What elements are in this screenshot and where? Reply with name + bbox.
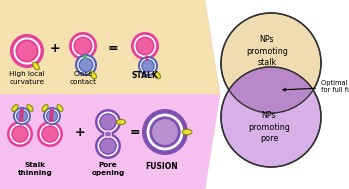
Ellipse shape bbox=[33, 62, 39, 70]
Polygon shape bbox=[145, 55, 149, 62]
Circle shape bbox=[138, 56, 158, 76]
Text: Stalk
thinning: Stalk thinning bbox=[18, 162, 52, 176]
Circle shape bbox=[141, 59, 155, 73]
Circle shape bbox=[142, 109, 188, 155]
Polygon shape bbox=[0, 0, 220, 189]
Circle shape bbox=[74, 36, 92, 56]
Circle shape bbox=[221, 67, 321, 167]
Circle shape bbox=[16, 110, 28, 122]
Ellipse shape bbox=[12, 105, 18, 111]
Circle shape bbox=[80, 59, 92, 71]
Ellipse shape bbox=[90, 71, 96, 79]
Circle shape bbox=[47, 111, 57, 121]
Circle shape bbox=[137, 38, 153, 54]
Circle shape bbox=[13, 127, 27, 141]
Circle shape bbox=[99, 137, 117, 155]
Ellipse shape bbox=[105, 132, 111, 136]
Circle shape bbox=[101, 139, 115, 153]
Polygon shape bbox=[229, 67, 313, 113]
Ellipse shape bbox=[42, 105, 48, 111]
Polygon shape bbox=[0, 94, 220, 189]
Circle shape bbox=[75, 38, 91, 54]
Text: =: = bbox=[130, 125, 140, 139]
Circle shape bbox=[13, 107, 31, 125]
Circle shape bbox=[142, 60, 154, 72]
Circle shape bbox=[13, 37, 40, 65]
Circle shape bbox=[10, 124, 30, 144]
Circle shape bbox=[11, 125, 29, 143]
Circle shape bbox=[101, 115, 115, 129]
Text: +: + bbox=[50, 43, 60, 56]
Circle shape bbox=[17, 41, 37, 60]
Circle shape bbox=[95, 109, 121, 135]
Circle shape bbox=[39, 124, 60, 144]
Circle shape bbox=[69, 32, 97, 60]
Circle shape bbox=[10, 34, 44, 68]
Circle shape bbox=[135, 36, 155, 56]
Circle shape bbox=[104, 130, 112, 138]
Text: Pore
opening: Pore opening bbox=[91, 162, 125, 176]
Polygon shape bbox=[0, 0, 220, 189]
Circle shape bbox=[131, 32, 159, 60]
Polygon shape bbox=[0, 0, 220, 94]
Circle shape bbox=[95, 133, 121, 159]
Circle shape bbox=[98, 136, 118, 156]
Circle shape bbox=[43, 107, 61, 125]
Ellipse shape bbox=[182, 129, 192, 135]
Circle shape bbox=[152, 119, 178, 145]
Circle shape bbox=[149, 116, 181, 148]
Text: NPs
promoting
stalk: NPs promoting stalk bbox=[246, 35, 288, 67]
Text: FUSION: FUSION bbox=[146, 162, 178, 171]
Circle shape bbox=[98, 112, 118, 132]
Polygon shape bbox=[49, 109, 54, 122]
Circle shape bbox=[41, 125, 59, 143]
Circle shape bbox=[72, 35, 94, 57]
Circle shape bbox=[77, 56, 95, 74]
Text: Close
contact: Close contact bbox=[69, 71, 97, 84]
Circle shape bbox=[140, 58, 156, 74]
Text: =: = bbox=[108, 43, 118, 56]
Circle shape bbox=[15, 40, 38, 63]
Circle shape bbox=[221, 13, 321, 113]
Circle shape bbox=[147, 114, 184, 150]
Ellipse shape bbox=[106, 133, 110, 135]
Text: NPs
promoting
pore: NPs promoting pore bbox=[248, 111, 290, 143]
Circle shape bbox=[15, 109, 29, 123]
Ellipse shape bbox=[57, 105, 63, 111]
Text: Optimal NPs
for full fusion: Optimal NPs for full fusion bbox=[283, 81, 349, 94]
Ellipse shape bbox=[154, 71, 161, 79]
Circle shape bbox=[46, 110, 58, 122]
Circle shape bbox=[17, 111, 27, 121]
Circle shape bbox=[83, 55, 87, 59]
Circle shape bbox=[37, 121, 63, 147]
Text: High local
curvature: High local curvature bbox=[9, 71, 45, 84]
Circle shape bbox=[99, 113, 117, 131]
Ellipse shape bbox=[117, 119, 126, 125]
Circle shape bbox=[45, 109, 59, 123]
Circle shape bbox=[134, 35, 156, 57]
Circle shape bbox=[79, 57, 94, 72]
Ellipse shape bbox=[27, 105, 33, 111]
Circle shape bbox=[75, 54, 97, 76]
Text: STALK: STALK bbox=[132, 71, 158, 80]
Polygon shape bbox=[19, 109, 24, 122]
Text: +: + bbox=[75, 125, 85, 139]
Circle shape bbox=[43, 127, 57, 141]
Circle shape bbox=[7, 121, 33, 147]
